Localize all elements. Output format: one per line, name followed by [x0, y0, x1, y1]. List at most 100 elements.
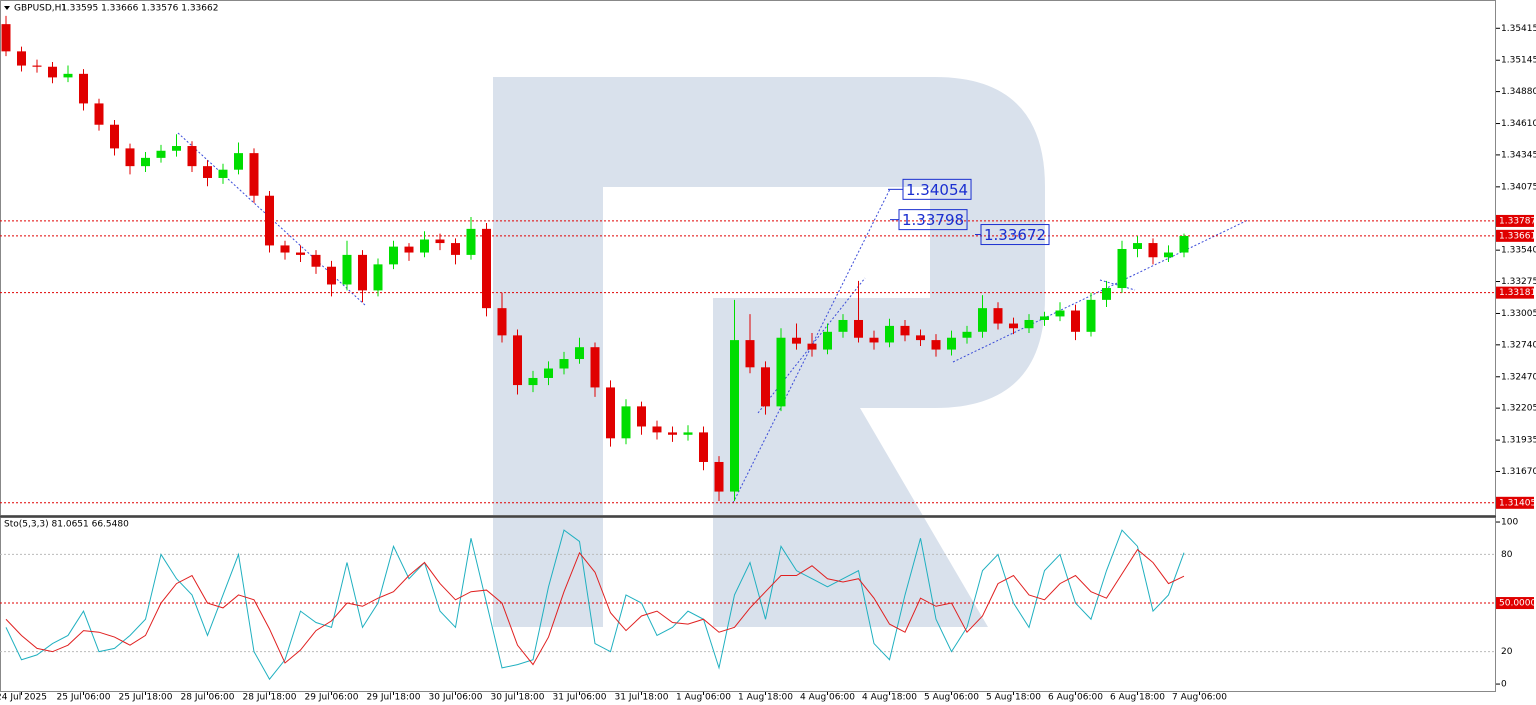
annotation-box — [898, 209, 968, 231]
y-tick-label: 1.35415 — [1501, 24, 1536, 34]
candle-body — [187, 146, 197, 167]
annotation: 1.34054 — [906, 181, 968, 199]
candle-body — [947, 337, 956, 350]
candle-body — [63, 73, 73, 78]
candle-body — [249, 153, 259, 196]
level-label: 1.33661 — [1499, 231, 1536, 241]
candle-body — [513, 335, 522, 386]
annotation: 1.33798 — [902, 211, 964, 229]
trend-line — [732, 188, 891, 504]
quote: 1.33595 1.33666 1.33576 1.33662 — [61, 4, 218, 14]
candle-body — [172, 146, 181, 151]
annotation-box — [902, 178, 972, 200]
candle-body — [1102, 288, 1111, 300]
y-tick-label: 1.32205 — [1501, 404, 1536, 414]
indicator-tick-label: 20 — [1501, 647, 1513, 657]
candle-body — [699, 432, 708, 462]
candle-body — [1009, 323, 1018, 329]
candle-body — [1071, 310, 1080, 332]
x-tick-label: 30 Jul 18:00 — [491, 693, 545, 703]
candle-body — [528, 377, 538, 386]
x-tick-label: 29 Jul 06:00 — [305, 693, 359, 703]
x-tick-label: 31 Jul 18:00 — [615, 693, 669, 703]
indicator-line — [5, 529, 1185, 681]
candle-body — [730, 340, 739, 492]
candle-body — [590, 347, 600, 388]
candle-body — [683, 432, 693, 435]
level-label-box — [1496, 496, 1534, 509]
level-label-box — [1496, 229, 1534, 242]
level-label-box — [1496, 214, 1534, 227]
candle-body — [714, 461, 724, 492]
x-tick-label: 28 Jul 06:00 — [181, 693, 235, 703]
candle-body — [1040, 316, 1049, 320]
y-tick-label: 1.34345 — [1501, 150, 1536, 160]
candle-body — [265, 195, 274, 246]
candle-body — [373, 264, 383, 291]
candle-body — [17, 51, 26, 66]
x-tick-label: 6 Aug 18:00 — [1110, 693, 1165, 703]
candle-body — [637, 406, 646, 427]
y-tick-label: 1.33275 — [1501, 277, 1536, 287]
level-label-box — [1496, 286, 1534, 299]
x-tick-label: 30 Jul 06:00 — [429, 693, 483, 703]
candle-body — [745, 340, 755, 368]
candle-body — [404, 246, 414, 253]
trend-lines — [177, 132, 1249, 504]
candle-body — [497, 308, 507, 336]
y-tick-label: 1.35145 — [1501, 56, 1536, 66]
candle-body — [203, 166, 212, 178]
candle-body — [978, 308, 987, 332]
indicator-level-box — [1496, 597, 1534, 610]
candle-body — [218, 169, 228, 178]
candle-body — [575, 347, 584, 360]
trend-line — [757, 277, 866, 414]
candle-body — [342, 254, 352, 285]
candle-body — [1086, 299, 1096, 332]
y-tick-label: 1.33540 — [1501, 246, 1536, 256]
candle-body — [280, 245, 290, 253]
candle-body — [931, 340, 941, 350]
x-tick-label: 31 Jul 06:00 — [553, 693, 607, 703]
candle-body — [869, 337, 879, 343]
candle-body — [792, 337, 801, 344]
indicator-tick-label: 0 — [1501, 680, 1507, 690]
candle-body — [854, 319, 863, 338]
candle-body — [900, 325, 910, 336]
x-tick-label: 1 Aug 06:00 — [676, 693, 731, 703]
candle-body — [141, 157, 150, 167]
candle-body — [885, 325, 894, 343]
candle-body — [1133, 243, 1142, 249]
candle-body — [838, 319, 848, 332]
candle-body — [668, 432, 677, 435]
candle-body — [761, 367, 770, 407]
x-tick-label: 1 Aug 18:00 — [738, 693, 793, 703]
candle-body — [110, 124, 119, 149]
candle-body — [621, 406, 631, 439]
candle-body — [420, 239, 429, 253]
x-tick-label: 7 Aug 06:00 — [1172, 693, 1227, 703]
y-tick-label: 1.32740 — [1501, 340, 1536, 350]
candle-body — [544, 368, 553, 378]
candle-body — [94, 103, 104, 125]
y-tick-label: 1.31670 — [1501, 467, 1536, 477]
indicator-line — [5, 548, 1185, 666]
candle-body — [79, 73, 88, 104]
candle-body — [1164, 252, 1173, 258]
x-tick-label: 6 Aug 06:00 — [1048, 693, 1103, 703]
x-tick-label: 29 Jul 18:00 — [367, 693, 421, 703]
symbol: GBPUSD,H1 — [14, 4, 67, 14]
indicator-tick-label: 100 — [1501, 518, 1518, 528]
candle-body — [993, 308, 1003, 324]
x-tick-label: 25 Jul 18:00 — [119, 693, 173, 703]
y-tick-label: 1.34075 — [1501, 182, 1536, 192]
candle-body — [156, 150, 166, 158]
candle-body — [234, 153, 243, 170]
candle-body — [311, 254, 321, 267]
candle-body — [916, 335, 925, 341]
candle-body — [962, 331, 972, 338]
watermark-stem — [493, 77, 603, 627]
candle-body — [807, 343, 817, 350]
x-tick-label: 5 Aug 06:00 — [924, 693, 979, 703]
